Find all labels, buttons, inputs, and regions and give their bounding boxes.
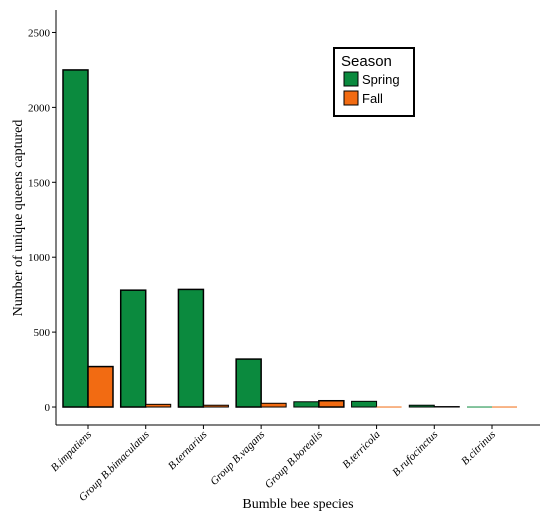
x-tick-label: B.terricola — [340, 428, 383, 471]
bar-fall-2 — [202, 404, 229, 408]
legend-swatch-spring — [343, 71, 359, 87]
bar-spring-4 — [293, 401, 320, 408]
bar-fall-1 — [145, 403, 172, 408]
legend-swatch-fall — [343, 90, 359, 106]
x-tick-label: B.citrinus — [459, 429, 498, 468]
legend-title: Season — [341, 53, 392, 70]
bar-fall-7 — [492, 406, 517, 408]
y-tick-label: 2000 — [28, 102, 51, 114]
bar-fall-3 — [260, 402, 287, 408]
bar-spring-6 — [408, 404, 435, 408]
bars-layer — [62, 69, 517, 408]
bar-spring-7 — [467, 406, 492, 408]
bar-spring-5 — [351, 400, 378, 408]
bar-spring-1 — [119, 289, 147, 408]
x-tick-label: B.rufocinctus — [390, 429, 440, 479]
legend-label-fall: Fall — [362, 91, 383, 106]
x-tick-label: B.ternarius — [166, 429, 210, 473]
y-ticks: 0 500 1000 1500 2000 2500 — [28, 27, 56, 414]
y-tick-label: 0 — [45, 402, 51, 414]
y-tick-label: 500 — [34, 327, 51, 339]
x-axis-title: Bumble bee species — [242, 497, 353, 512]
bar-spring-0 — [62, 69, 89, 408]
bar-fall-4 — [318, 399, 345, 408]
bar-spring-2 — [177, 288, 205, 408]
bar-fall-5 — [376, 406, 402, 408]
legend: Season Spring Fall — [333, 47, 415, 117]
y-tick-label: 1500 — [28, 177, 51, 189]
y-tick-label: 2500 — [28, 27, 51, 39]
y-tick-label: 1000 — [28, 252, 51, 264]
x-tick-label: Group B.vagans — [208, 429, 267, 488]
bar-fall-0 — [87, 365, 114, 408]
x-tick-label: B.impatiens — [49, 429, 94, 474]
x-tick-label: Group B.borealis — [263, 429, 325, 491]
legend-label-spring: Spring — [362, 72, 400, 87]
y-axis-title: Number of unique queens captured — [11, 120, 26, 317]
bar-spring-3 — [235, 358, 262, 408]
